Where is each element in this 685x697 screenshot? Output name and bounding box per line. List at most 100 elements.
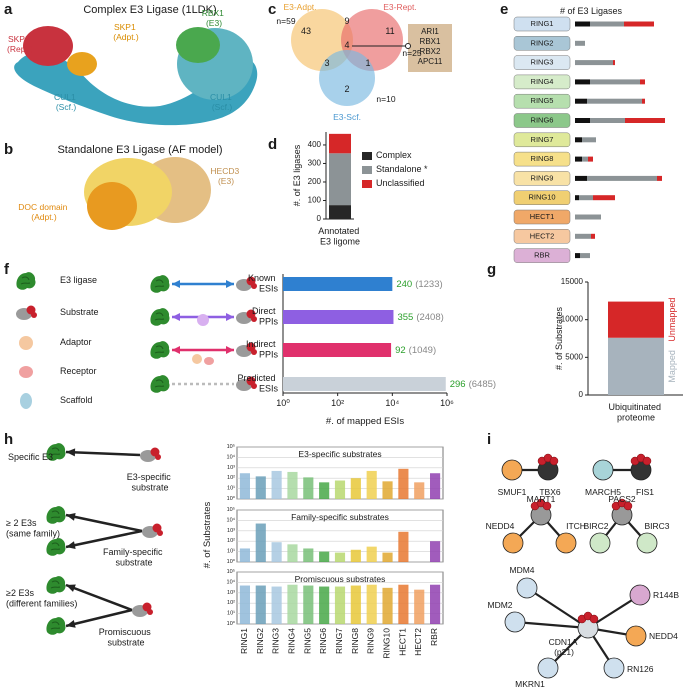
node-label: MKRN1 (515, 679, 545, 689)
y-tick-label: 10⁰ (227, 620, 236, 627)
count-label: 92 (395, 345, 406, 356)
panel-title: Complex E3 Ligase (1LDK) (83, 4, 216, 16)
node-label: FIS1 (636, 487, 654, 497)
bar-segment (575, 40, 585, 46)
class-box (513, 16, 571, 32)
bar-segment (582, 137, 596, 143)
category-label: RBR (534, 251, 550, 260)
total-label: (1233) (415, 279, 442, 290)
bar-segment (575, 60, 613, 66)
label: Family-specific substrate (103, 547, 165, 567)
y-tick-label: 10³ (227, 528, 235, 534)
arrow-head (172, 280, 180, 288)
label: APC11 (418, 57, 443, 66)
chart-title: # of E3 Ligases (560, 6, 623, 16)
bar-segment (579, 195, 593, 201)
bar (398, 584, 409, 624)
count-label: 355 (397, 312, 413, 323)
bar-segment (575, 156, 582, 162)
bar-segment (640, 79, 645, 85)
y-tick-label: 10² (227, 476, 235, 482)
bar (319, 482, 330, 499)
node-label: CDN1A (p21) (549, 637, 580, 657)
x-tick-label: 10⁰ (276, 398, 290, 408)
e3-ligase-icon (45, 537, 67, 557)
core-box (408, 24, 452, 72)
bar-segment (591, 233, 595, 239)
class-box (513, 113, 571, 128)
bar (319, 586, 330, 624)
bar (271, 542, 282, 562)
substrate-icon (142, 523, 163, 538)
axis-label: #. of E3 ligases (292, 144, 302, 206)
category-label: RING1 (531, 19, 554, 28)
venn-count: 3 (324, 58, 329, 68)
legend-label: Adaptor (60, 337, 92, 347)
substrate-icon (132, 602, 153, 617)
bar (382, 481, 393, 499)
bar (239, 473, 250, 499)
category-label: RING5 (531, 96, 554, 105)
interaction-line (65, 450, 141, 457)
ubiquitin-mark (642, 456, 652, 466)
legend-label: Mapped (667, 350, 677, 383)
y-tick-label: 100 (308, 196, 322, 205)
panel-letter: i (487, 431, 491, 448)
x-tick-label: RING5 (303, 628, 313, 654)
bar-segment (575, 118, 590, 123)
arrow-head (172, 313, 180, 321)
class-box (513, 229, 571, 244)
bar-segment (329, 205, 351, 219)
y-tick-label: 10⁴ (227, 454, 236, 461)
y-tick-label: 15000 (561, 277, 584, 286)
class-box (513, 74, 571, 90)
category-label: RING6 (531, 115, 554, 124)
bar (334, 586, 346, 624)
y-tick-label: 10⁰ (227, 558, 236, 565)
category-label: RING7 (531, 135, 554, 144)
bar (271, 470, 282, 499)
node-label: MARCH5 (585, 487, 621, 497)
total-label: (2408) (416, 312, 443, 323)
label: E3-Adpt. (283, 2, 316, 12)
venn-count: 1 (365, 58, 370, 68)
bar (334, 552, 346, 562)
x-tick-label: RING2 (255, 628, 265, 654)
bar-segment (613, 60, 615, 66)
network-edge (526, 587, 589, 629)
label: SKP1 (Adpt.) (113, 22, 139, 42)
network-node (636, 532, 658, 554)
y-tick-label: 10⁵ (227, 506, 235, 513)
bar-segment (329, 153, 351, 206)
node-label: NEDD4 (649, 631, 678, 641)
legend-label: E3 ligase (60, 275, 97, 285)
bar (350, 549, 361, 562)
label: Specific E3 (8, 452, 53, 462)
label: ≥2 E3s (different families) (6, 588, 77, 608)
class-box (513, 209, 571, 225)
node-label: MDM2 (487, 600, 512, 610)
network-node (603, 657, 625, 679)
bar (255, 523, 266, 562)
chart-title: Family-specific substrates (291, 512, 389, 522)
label: n=10 (376, 94, 395, 104)
bar (350, 585, 361, 624)
ubiquitin-mark (623, 501, 633, 511)
legend-swatch (362, 152, 372, 160)
category-label: HECT1 (530, 212, 555, 221)
label: CUL1 (Scf.) (210, 92, 234, 112)
arrow-head (66, 448, 76, 457)
bar-segment (624, 21, 654, 27)
network-edge (514, 620, 589, 630)
bar (430, 541, 441, 562)
network-node (592, 459, 614, 481)
y-tick-label: 10⁴ (227, 517, 236, 524)
bar (414, 589, 425, 624)
venn-count: 11 (385, 26, 394, 36)
bar (350, 478, 361, 499)
bar (239, 585, 250, 624)
label: ARI1 (421, 27, 439, 36)
x-tick-label: 10² (331, 398, 344, 408)
class-box (513, 55, 571, 70)
e3-ligase-icon (45, 575, 67, 595)
